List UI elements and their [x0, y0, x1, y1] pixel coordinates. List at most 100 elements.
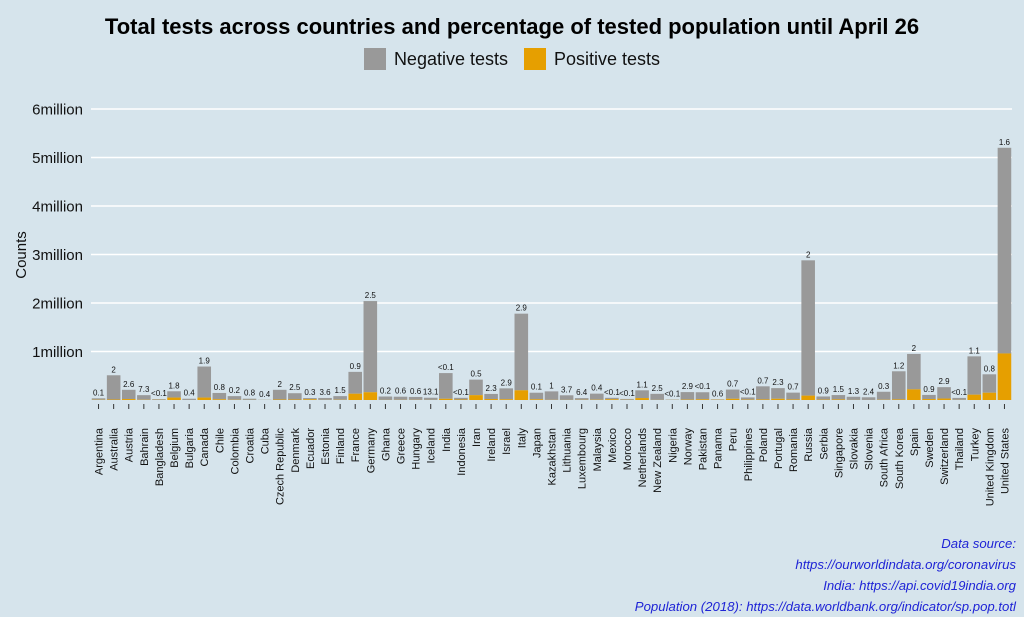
bar-negative-Ireland: [484, 394, 498, 399]
bar-negative-Argentina: [92, 398, 106, 399]
x-tick-label-Germany: Germany: [365, 428, 377, 474]
bar-negative-Norway: [681, 392, 695, 400]
bar-negative-Indonesia: [454, 398, 468, 400]
bar-label-Japan: 0.1: [531, 383, 543, 392]
x-tick-label-Bulgaria: Bulgaria: [184, 427, 196, 468]
bar-label-United Kingdom: 0.8: [984, 364, 996, 373]
bar-positive-Ireland: [484, 399, 498, 400]
bar-label-Bahrain: 7.3: [138, 385, 150, 394]
bar-label-South Africa: 0.3: [878, 382, 890, 391]
bar-label-Lithuania: 3.7: [561, 385, 573, 394]
x-tick-label-Singapore: Singapore: [833, 428, 845, 478]
x-tick-label-Hungary: Hungary: [411, 428, 423, 470]
bar-label-Chile: 0.8: [214, 383, 226, 392]
bar-label-Ecuador: 0.3: [304, 388, 316, 397]
x-tick-label-Czech Republic: Czech Republic: [275, 428, 287, 506]
x-tick-label-Romania: Romania: [788, 427, 800, 472]
x-tick-label-Italy: Italy: [516, 428, 528, 449]
bar-negative-Turkey: [967, 356, 981, 394]
bar-negative-United Kingdom: [983, 374, 997, 392]
bar-negative-Denmark: [288, 393, 302, 399]
x-tick-label-United States: United States: [999, 428, 1011, 495]
bar-label-Thailand: <0.1: [951, 388, 967, 397]
bar-label-Cuba: 0.4: [259, 390, 271, 399]
bar-label-New Zealand: 2.5: [652, 384, 664, 393]
bar-positive-France: [348, 394, 362, 400]
bar-label-South Korea: 1.2: [893, 361, 905, 370]
bar-negative-Romania: [786, 393, 800, 400]
bar-negative-United States: [998, 148, 1012, 354]
x-tick-label-Denmark: Denmark: [290, 428, 302, 473]
bar-negative-Pakistan: [696, 392, 710, 399]
bar-label-Malaysia: 0.4: [591, 384, 603, 393]
bar-label-Morocco: <0.1: [619, 389, 635, 398]
bar-negative-Morocco: [620, 399, 634, 400]
bar-label-Pakistan: <0.1: [695, 382, 711, 391]
data-source-note: Data source: https://ourworldindata.org/…: [635, 533, 1016, 617]
x-tick-label-Panama: Panama: [713, 427, 725, 469]
x-tick-label-Canada: Canada: [199, 427, 211, 466]
bar-label-Estonia: 3.6: [319, 388, 331, 397]
bar-negative-Czech Republic: [273, 390, 287, 400]
x-tick-label-Serbia: Serbia: [818, 427, 830, 460]
x-tick-label-Lithuania: Lithuania: [562, 427, 574, 473]
bar-positive-Sweden: [922, 399, 936, 400]
bar-positive-Russia: [801, 396, 815, 400]
y-tick-label-2million: 2million: [32, 296, 83, 313]
bar-negative-Ecuador: [303, 398, 317, 399]
x-tick-label-Finland: Finland: [335, 428, 347, 464]
bar-label-Austria: 2.6: [123, 380, 135, 389]
bar-negative-Switzerland: [937, 387, 951, 398]
bar-positive-Canada: [197, 398, 211, 400]
bar-positive-United States: [998, 353, 1012, 400]
bar-label-Slovakia: 1.3: [848, 387, 860, 396]
bar-label-Russia: 2: [806, 250, 811, 259]
bar-negative-Japan: [530, 393, 544, 400]
bar-label-Panama: 0.6: [712, 389, 724, 398]
bar-label-Romania: 0.7: [788, 383, 800, 392]
bar-positive-Italy: [515, 390, 529, 400]
x-tick-label-Chile: Chile: [214, 428, 226, 453]
y-tick-label-5million: 5million: [32, 150, 83, 167]
x-tick-label-Israel: Israel: [501, 428, 513, 455]
x-tick-label-Colombia: Colombia: [229, 427, 241, 474]
bar-label-India: <0.1: [438, 363, 454, 372]
bar-label-Singapore: 1.5: [833, 385, 845, 394]
x-tick-label-Sweden: Sweden: [924, 428, 936, 468]
x-tick-label-Australia: Australia: [109, 427, 121, 471]
source-line-3: India: https://api.covid19india.org: [635, 575, 1016, 596]
bar-positive-Austria: [122, 399, 136, 400]
bar-negative-Australia: [107, 375, 121, 399]
bar-label-Sweden: 0.9: [923, 385, 935, 394]
bar-negative-Hungary: [409, 397, 423, 400]
x-tick-label-Belgium: Belgium: [169, 428, 181, 468]
bar-positive-Switzerland: [937, 399, 951, 400]
bar-label-Peru: 0.7: [727, 380, 739, 389]
x-tick-label-Kazakhstan: Kazakhstan: [547, 428, 559, 485]
x-tick-label-Ireland: Ireland: [486, 428, 498, 462]
bar-positive-South Korea: [892, 399, 906, 400]
bar-label-Serbia: 0.9: [818, 386, 830, 395]
bar-negative-India: [439, 373, 453, 399]
bar-label-France: 0.9: [350, 362, 362, 371]
bar-positive-Peru: [726, 399, 740, 400]
x-tick-label-Slovenia: Slovenia: [864, 427, 876, 470]
bar-label-Croatia: 0.8: [244, 389, 256, 398]
bar-negative-South Korea: [892, 371, 906, 399]
bar-negative-Singapore: [832, 395, 846, 399]
x-tick-label-Slovakia: Slovakia: [848, 427, 860, 469]
bar-label-Kazakhstan: 1: [549, 381, 554, 390]
bar-label-Ghana: 0.2: [380, 387, 392, 396]
bar-negative-Austria: [122, 390, 136, 399]
bar-label-Poland: 0.7: [757, 376, 769, 385]
bar-positive-Ecuador: [303, 399, 317, 400]
x-tick-label-Mexico: Mexico: [607, 428, 619, 463]
bar-positive-Japan: [530, 399, 544, 400]
x-tick-label-Morocco: Morocco: [622, 428, 634, 470]
bar-negative-Peru: [726, 390, 740, 399]
bar-label-Canada: 1.9: [199, 357, 211, 366]
bar-label-Ireland: 2.3: [486, 384, 498, 393]
x-tick-label-Argentina: Argentina: [94, 427, 106, 475]
bar-negative-Russia: [801, 260, 815, 395]
bar-label-Belgium: 1.8: [168, 381, 180, 390]
